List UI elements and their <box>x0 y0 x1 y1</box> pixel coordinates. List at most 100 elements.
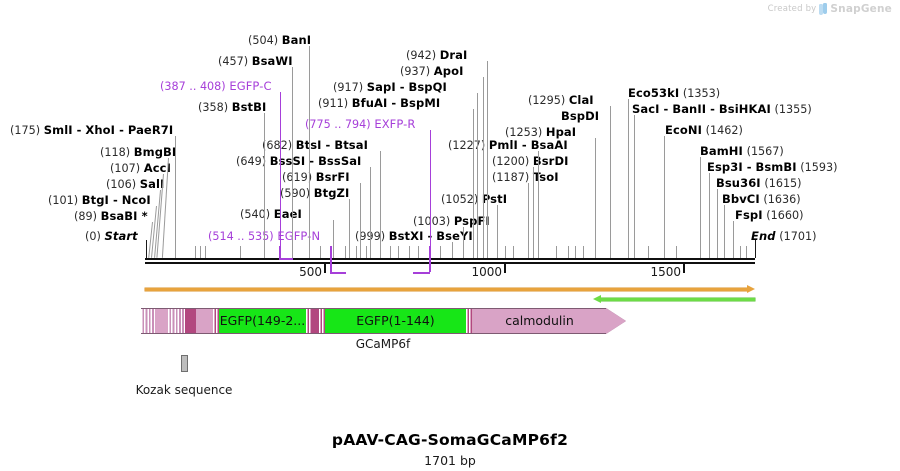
enzyme-label-sapi-bspqi[interactable]: (917) SapI - BspQI <box>333 80 447 94</box>
feature-kozak-label: Kozak sequence <box>135 383 233 397</box>
feature-orf-gcamp6f[interactable]: EGFP(149-2... EGFP(1-144) calmodulin <box>141 308 626 334</box>
orf-segment-calmodulin[interactable] <box>473 309 606 333</box>
primer-label-egfp-c[interactable]: (387 .. 408) EGFP-C <box>160 79 272 93</box>
site-tick <box>195 246 196 258</box>
enzyme-label-tsoi[interactable]: (1187) TsoI <box>492 170 559 184</box>
enzyme-label-pspfi[interactable]: (1003) PspFI <box>413 214 490 228</box>
site-tick <box>356 246 357 258</box>
site-tick <box>568 246 569 258</box>
enzyme-label-eaei[interactable]: (540) EaeI <box>240 207 302 221</box>
enzyme-label-btsi-btsai[interactable]: (682) BtsI - BtsaI <box>262 138 368 152</box>
enzyme-label-clai[interactable]: (1295) ClaI <box>528 93 594 107</box>
enzyme-label-bsrdi[interactable]: (1200) BsrDI <box>492 154 569 168</box>
site-tick <box>440 246 441 258</box>
enzyme-label-bstbi[interactable]: (358) BstBI <box>198 100 267 114</box>
enzyme-label-esp3i-bsmbi[interactable]: Esp3I - BsmBI (1593) <box>707 160 838 174</box>
enzyme-label-bani[interactable]: (504) BanI <box>248 33 312 47</box>
orf-segment-9[interactable] <box>319 309 325 333</box>
enzyme-label-bsawi[interactable]: (457) BsaWI <box>218 54 293 68</box>
site-tick <box>398 246 399 258</box>
enzyme-label-bmgbi[interactable]: (118) BmgBI <box>100 145 177 159</box>
enzyme-label-apoi[interactable]: (937) ApoI <box>400 64 464 78</box>
orf-segment-11[interactable] <box>466 309 473 333</box>
enzyme-label-eco53ki[interactable]: Eco53kI (1353) <box>628 86 721 100</box>
orf-segment-egfp-n-half[interactable] <box>325 309 466 333</box>
leader-line-primer <box>430 130 432 258</box>
promoter-arrow-bar <box>145 288 748 291</box>
ruler-label-500: 500 <box>299 265 322 279</box>
enzyme-label-econi[interactable]: EcoNI (1462) <box>665 123 743 137</box>
sequence-backbone[interactable] <box>145 258 755 264</box>
orf-segment-7[interactable] <box>306 309 312 333</box>
enzyme-label-saci-banii-bsihkai[interactable]: SacI - BanII - BsiHKAI (1355) <box>632 102 812 116</box>
site-tick <box>409 246 410 258</box>
leader-line <box>538 151 539 258</box>
ruler-tick-500 <box>324 264 326 273</box>
enzyme-label-btgzi[interactable]: (590) BtgZI <box>280 186 350 200</box>
enzyme-label-smli-xhoi-paer7i[interactable]: (175) SmlI - XhoI - PaeR7I <box>10 123 174 137</box>
enzyme-label-fspi[interactable]: FspI (1660) <box>735 208 804 222</box>
ruler-label-1000: 1000 <box>471 265 502 279</box>
primer-label-egfp-n[interactable]: (514 .. 535) EGFP-N <box>208 229 321 243</box>
orf-label-calmodulin: calmodulin <box>505 313 574 328</box>
primer-bracket-egfp-n[interactable] <box>330 246 350 274</box>
enzyme-label-bspdi[interactable]: BspDI <box>561 109 600 123</box>
enzyme-label-bstxi-bseyi[interactable]: (999) BstXI - BseYI <box>355 229 473 243</box>
leader-line <box>628 99 629 258</box>
title-block: pAAV-CAG-SomaGCaMP6f2 1701 bp <box>0 431 900 468</box>
enzyme-label-btgi-ncoi[interactable]: (101) BtgI - NcoI <box>48 193 151 207</box>
site-tick <box>583 246 584 258</box>
enzyme-label-hpai[interactable]: (1253) HpaI <box>505 125 577 139</box>
orf-label-egfp-1-144: EGFP(1-144) <box>356 313 435 328</box>
snapgene-logo-icon <box>819 3 828 15</box>
enzyme-label-bfuai-bspmi[interactable]: (911) BfuAI - BspMI <box>318 96 441 110</box>
backbone-strand-top <box>145 258 755 260</box>
feature-arrow-promoter[interactable] <box>145 285 755 294</box>
site-tick <box>513 246 514 258</box>
orf-segment-4[interactable] <box>196 309 213 333</box>
label-start[interactable]: (0) Start <box>85 229 138 243</box>
ruler-tick-1000 <box>504 264 506 273</box>
leader-line <box>483 77 484 258</box>
enzyme-label-bbvci[interactable]: BbvCI (1636) <box>722 192 801 206</box>
leader-line <box>664 136 665 258</box>
feature-arrow-wpre[interactable] <box>593 295 755 304</box>
site-tick <box>746 246 747 258</box>
label-end[interactable]: End (1701) <box>751 229 817 243</box>
leader-line <box>528 183 529 258</box>
leader-line <box>497 205 498 258</box>
primer-label-exfp-r[interactable]: (775 .. 794) EXFP-R <box>305 117 416 131</box>
enzyme-label-drai[interactable]: (942) DraI <box>406 48 468 62</box>
site-tick <box>240 246 241 258</box>
enzyme-label-pmli-bsaai[interactable]: (1227) PmlI - BsaAI <box>448 138 568 152</box>
enzyme-label-bsssi-bsssai[interactable]: (649) BssSI - BssSaI <box>236 154 362 168</box>
leader-line <box>477 93 478 258</box>
feature-kozak-box[interactable] <box>181 355 188 372</box>
enzyme-label-acci[interactable]: (107) AccI <box>110 161 171 175</box>
site-tick <box>505 246 506 258</box>
leader-line <box>717 189 718 258</box>
leader-line <box>634 115 635 258</box>
enzyme-label-sali[interactable]: (106) SalI <box>106 177 165 191</box>
orf-segment-0[interactable] <box>141 309 155 333</box>
primer-bracket-exfp-r[interactable] <box>413 246 433 274</box>
primer-bracket-egfp-c[interactable] <box>279 246 297 260</box>
orf-segment-8[interactable] <box>312 309 319 333</box>
leader-line <box>175 136 176 258</box>
site-tick <box>345 246 346 258</box>
enzyme-label-psti[interactable]: (1052) PstI <box>441 192 508 206</box>
ruler-label-1500: 1500 <box>650 265 681 279</box>
orf-segment-5[interactable] <box>213 309 219 333</box>
enzyme-label-bsu36i[interactable]: Bsu36I (1615) <box>716 176 802 190</box>
orf-segment-2[interactable] <box>168 309 185 333</box>
orf-segment-1[interactable] <box>155 309 168 333</box>
orf-segment-egfp-c-half[interactable] <box>219 309 306 333</box>
orf-segment-3[interactable] <box>185 309 196 333</box>
enzyme-label-bsrfi[interactable]: (619) BsrFI <box>282 170 350 184</box>
leader-line <box>463 227 464 258</box>
enzyme-label-bsabi[interactable]: (89) BsaBI * <box>74 209 148 223</box>
wpre-arrow-bar <box>600 298 755 301</box>
leader-line <box>724 205 725 258</box>
site-tick <box>200 246 201 258</box>
enzyme-label-bamhi[interactable]: BamHI (1567) <box>700 144 784 158</box>
